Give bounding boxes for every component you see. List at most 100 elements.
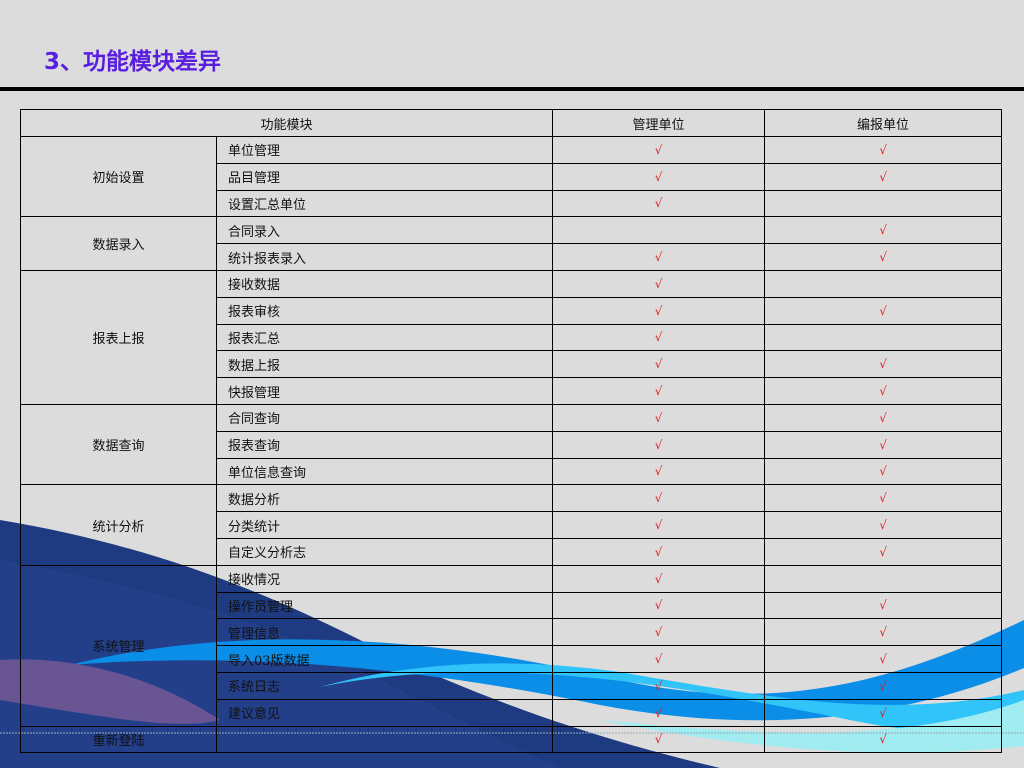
module-name-cell: 管理信息	[215, 618, 554, 647]
table-row: 导入03版数据 √ √	[21, 645, 1003, 673]
table-row: 数据录入 合同录入 √	[20, 216, 1003, 271]
module-name-cell: 报表汇总	[215, 323, 554, 352]
reporting-unit-check-cell: √	[764, 537, 1003, 566]
admin-unit-check-cell: √	[552, 136, 766, 164]
group-cell: 数据查询	[20, 403, 217, 486]
admin-unit-check-cell: √	[552, 537, 766, 566]
header-function-module: 功能模块	[19, 109, 554, 137]
table-row: 快报管理 √ √	[21, 377, 1003, 405]
module-name-cell: 合同查询	[215, 403, 554, 432]
header-reporting-unit: 编报单位	[764, 109, 1003, 137]
admin-unit-check-cell: √	[552, 403, 766, 432]
module-name-cell: 接收情况	[215, 564, 554, 593]
module-name-cell: 报表查询	[215, 430, 554, 459]
admin-unit-check-cell: √	[552, 457, 766, 486]
reporting-unit-check-cell	[764, 323, 1003, 352]
table-row: 管理信息 √ √	[21, 618, 1003, 647]
table-row: 设置汇总单位 √	[21, 189, 1003, 218]
table-row: 统计分析 数据分析 √ √	[20, 484, 1003, 566]
admin-unit-check-cell	[552, 216, 766, 245]
module-name-cell: 单位管理	[215, 136, 554, 164]
admin-unit-check-cell: √	[552, 645, 766, 673]
table-row: 重新登陆 √ √	[20, 725, 1003, 754]
table-row: 分类统计 √ √	[21, 511, 1003, 539]
admin-unit-check-cell: √	[552, 269, 766, 298]
module-name-cell: 自定义分析志	[215, 537, 554, 566]
admin-unit-check-cell: √	[552, 323, 766, 352]
admin-unit-check-cell: √	[552, 296, 766, 325]
group-cell: 统计分析	[20, 484, 217, 566]
admin-unit-check-cell: √	[552, 189, 766, 218]
table-header-row: 功能模块 管理单位 编报单位	[19, 109, 1003, 137]
module-name-cell: 建议意见	[215, 698, 554, 727]
module-name-cell: 操作员管理	[215, 591, 554, 620]
table-row: 自定义分析志 √ √	[21, 537, 1003, 566]
reporting-unit-check-cell: √	[764, 430, 1003, 459]
admin-unit-check-cell: √	[552, 350, 766, 379]
module-name-cell: 单位信息查询	[215, 457, 554, 486]
table-row: 操作员管理 √ √	[21, 591, 1003, 620]
admin-unit-check-cell: √	[552, 484, 766, 513]
reporting-unit-check-cell	[764, 189, 1003, 218]
reporting-unit-check-cell: √	[764, 484, 1003, 513]
group-cell: 重新登陆	[20, 725, 217, 754]
reporting-unit-check-cell: √	[764, 403, 1003, 432]
reporting-unit-check-cell: √	[764, 591, 1003, 620]
reporting-unit-check-cell: √	[764, 725, 1003, 754]
reporting-unit-check-cell	[764, 564, 1003, 593]
module-name-cell: 导入03版数据	[215, 645, 554, 673]
group-cell: 数据录入	[20, 216, 217, 271]
admin-unit-check-cell: √	[552, 671, 766, 700]
table-row: 报表上报 接收数据 √	[20, 269, 1003, 405]
table-row: 单位信息查询 √ √	[21, 457, 1003, 486]
admin-unit-check-cell: √	[552, 725, 766, 754]
reporting-unit-check-cell: √	[764, 136, 1003, 164]
admin-unit-check-cell: √	[552, 430, 766, 459]
module-name-cell: 统计报表录入	[215, 243, 554, 271]
group-cell: 报表上报	[20, 269, 217, 405]
module-name-cell: 合同录入	[215, 216, 554, 245]
module-name-cell: 数据分析	[215, 484, 554, 513]
group-cell: 初始设置	[20, 135, 217, 218]
admin-unit-check-cell: √	[552, 162, 766, 191]
table-row: 统计报表录入 √ √	[21, 243, 1003, 271]
admin-unit-check-cell: √	[552, 243, 766, 271]
module-name-cell: 接收数据	[215, 269, 554, 298]
reporting-unit-check-cell: √	[764, 671, 1003, 700]
module-name-cell: 快报管理	[215, 377, 554, 405]
admin-unit-check-cell: √	[552, 564, 766, 593]
module-name-cell: 分类统计	[215, 511, 554, 539]
reporting-unit-check-cell: √	[764, 377, 1003, 405]
reporting-unit-check-cell: √	[764, 511, 1003, 539]
module-name-cell	[215, 725, 554, 754]
table-row: 系统日志 √ √	[21, 671, 1003, 700]
reporting-unit-check-cell: √	[764, 618, 1003, 647]
reporting-unit-check-cell: √	[764, 216, 1003, 245]
admin-unit-check-cell: √	[552, 618, 766, 647]
function-module-table: 功能模块 管理单位 编报单位 初始设置 单位管理 √ √ 品目管理 √ √ 设置汇总单位 √ 数据…	[19, 109, 1003, 754]
module-name-cell: 品目管理	[215, 162, 554, 191]
reporting-unit-check-cell: √	[764, 457, 1003, 486]
reporting-unit-check-cell: √	[764, 162, 1003, 191]
header-admin-unit: 管理单位	[552, 109, 766, 137]
admin-unit-check-cell: √	[552, 591, 766, 620]
slide-title: 3、功能模块差异	[44, 49, 222, 75]
table-row: 报表汇总 √	[21, 323, 1003, 352]
table-row: 数据上报 √ √	[21, 350, 1003, 379]
group-cell: 系统管理	[20, 564, 217, 727]
reporting-unit-check-cell: √	[764, 243, 1003, 271]
admin-unit-check-cell: √	[552, 377, 766, 405]
table-row: 初始设置 单位管理 √ √	[20, 135, 1003, 218]
admin-unit-check-cell: √	[552, 511, 766, 539]
module-name-cell: 设置汇总单位	[215, 189, 554, 218]
reporting-unit-check-cell: √	[764, 296, 1003, 325]
reporting-unit-check-cell	[764, 269, 1003, 298]
module-name-cell: 系统日志	[215, 671, 554, 700]
module-name-cell: 数据上报	[215, 350, 554, 379]
reporting-unit-check-cell: √	[764, 698, 1003, 727]
table-row: 报表审核 √ √	[21, 296, 1003, 325]
reporting-unit-check-cell: √	[764, 350, 1003, 379]
admin-unit-check-cell: √	[552, 698, 766, 727]
module-name-cell: 报表审核	[215, 296, 554, 325]
title-divider	[0, 87, 1024, 91]
